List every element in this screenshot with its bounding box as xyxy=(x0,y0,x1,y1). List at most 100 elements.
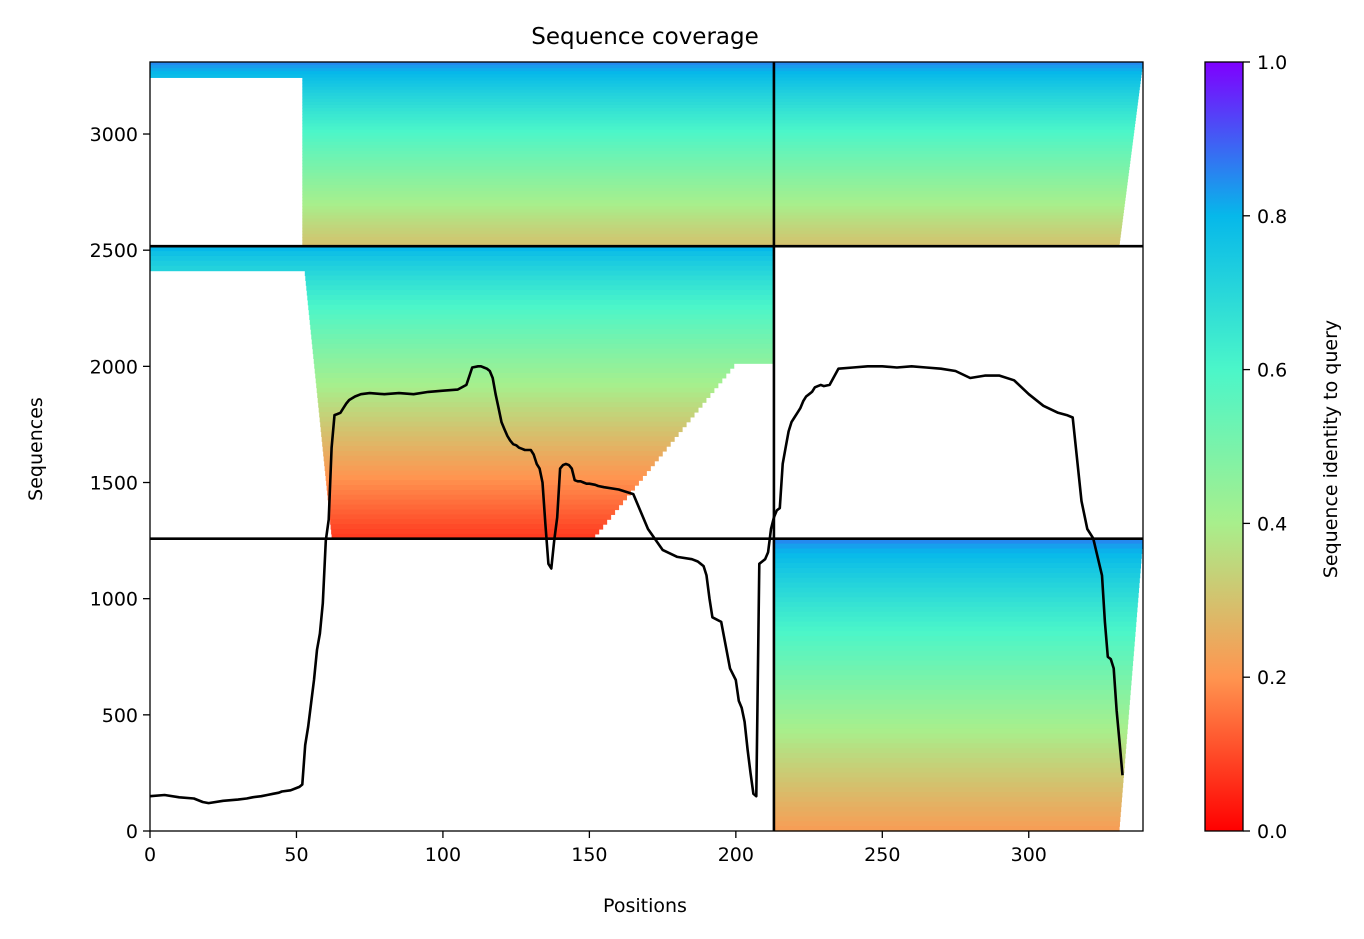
x-tick-label: 150 xyxy=(571,844,607,866)
coverage-band xyxy=(312,343,774,350)
y-tick-label: 1500 xyxy=(90,473,138,495)
coverage-band xyxy=(773,86,1140,91)
coverage-band xyxy=(302,206,774,210)
coverage-band xyxy=(311,338,774,345)
y-tick-label: 3000 xyxy=(90,124,138,146)
coverage-band xyxy=(302,98,774,103)
coverage-band xyxy=(773,743,1127,749)
coverage-band xyxy=(773,169,1130,174)
coverage-band xyxy=(302,135,774,140)
coverage-band xyxy=(326,485,635,491)
coverage-band xyxy=(773,611,1138,618)
coverage-band xyxy=(773,215,1124,220)
coverage-band xyxy=(773,699,1130,705)
coverage-band xyxy=(773,178,1128,183)
coverage-band xyxy=(773,718,1129,725)
coverage-band xyxy=(302,184,774,189)
coverage-band xyxy=(773,89,1140,94)
coverage-band xyxy=(773,141,1133,146)
y-tick-label: 2000 xyxy=(90,356,138,378)
coverage-band xyxy=(773,621,1137,628)
plot-area xyxy=(150,62,1143,832)
coverage-band xyxy=(306,290,774,296)
coverage-band xyxy=(302,227,774,232)
coverage-band xyxy=(302,212,774,217)
coverage-band xyxy=(302,175,774,180)
coverage-band xyxy=(315,377,723,384)
coverage-band xyxy=(773,108,1138,112)
coverage-band xyxy=(308,309,774,316)
coverage-band xyxy=(302,209,774,214)
coverage-band xyxy=(773,181,1128,186)
colorbar-tick-label: 0.0 xyxy=(1257,821,1287,843)
coverage-band xyxy=(773,240,1120,244)
coverage-band xyxy=(773,190,1127,195)
coverage-band xyxy=(773,138,1134,143)
y-tick-label: 1000 xyxy=(90,589,138,611)
coverage-band xyxy=(302,230,774,235)
coverage-band xyxy=(302,187,774,192)
coverage-band xyxy=(302,126,774,131)
coverage-band xyxy=(302,166,774,171)
y-tick-label: 500 xyxy=(102,705,138,727)
coverage-band xyxy=(331,528,600,535)
coverage-band xyxy=(307,299,774,306)
coverage-band xyxy=(773,233,1121,238)
colorbar-ticks: 0.0 0.2 0.4 0.6 0.8 1.0 xyxy=(1243,52,1287,843)
coverage-band xyxy=(328,499,624,506)
coverage-band xyxy=(773,237,1121,241)
coverage-band xyxy=(302,194,774,198)
coverage-band xyxy=(773,606,1138,613)
coverage-band xyxy=(773,777,1124,783)
coverage-band xyxy=(302,178,774,183)
x-axis-label: Positions xyxy=(603,895,687,917)
coverage-band xyxy=(773,650,1134,657)
coverage-band xyxy=(773,709,1130,715)
coverage-band xyxy=(328,504,620,511)
coverage-band xyxy=(773,212,1124,217)
coverage-block xyxy=(150,246,774,540)
coverage-band xyxy=(773,753,1126,759)
coverage-band xyxy=(773,806,1122,813)
coverage-band xyxy=(773,582,1140,589)
coverage-band xyxy=(302,215,774,220)
coverage-band xyxy=(317,392,711,398)
coverage-band xyxy=(324,465,651,472)
coverage-band xyxy=(329,514,612,520)
coverage-band xyxy=(773,166,1130,171)
coverage-band xyxy=(773,120,1136,125)
coverage-line xyxy=(149,365,1124,805)
coverage-band xyxy=(773,200,1126,204)
coverage-band xyxy=(308,304,774,311)
coverage-band xyxy=(773,77,1142,82)
coverage-band xyxy=(302,197,774,201)
coverage-band xyxy=(302,86,774,91)
coverage-band xyxy=(773,126,1135,131)
coverage-band xyxy=(150,246,774,252)
coverage-band xyxy=(325,475,643,481)
coverage-band xyxy=(773,224,1122,229)
coverage-band xyxy=(773,123,1136,128)
coverage-band xyxy=(773,129,1135,134)
coverage-band xyxy=(773,762,1125,769)
coverage-band xyxy=(773,636,1136,642)
coverage-band xyxy=(773,626,1136,632)
coverage-band xyxy=(773,670,1133,676)
coverage-band xyxy=(773,175,1129,180)
coverage-band xyxy=(302,95,774,100)
coverage-band xyxy=(773,543,1143,550)
coverage-band xyxy=(773,172,1129,177)
coverage-band xyxy=(302,181,774,186)
coverage-band xyxy=(773,757,1126,764)
coverage-band xyxy=(773,665,1133,671)
coverage-band xyxy=(773,203,1125,207)
coverage-band xyxy=(319,411,695,418)
coverage-band xyxy=(773,723,1128,730)
coverage-band xyxy=(150,260,774,267)
coverage-block xyxy=(773,538,1143,832)
colorbar-tick-label: 1.0 xyxy=(1257,52,1287,74)
coverage-band xyxy=(331,533,596,540)
coverage-band xyxy=(773,801,1122,808)
coverage-band xyxy=(773,206,1125,210)
coverage-band xyxy=(773,104,1138,109)
